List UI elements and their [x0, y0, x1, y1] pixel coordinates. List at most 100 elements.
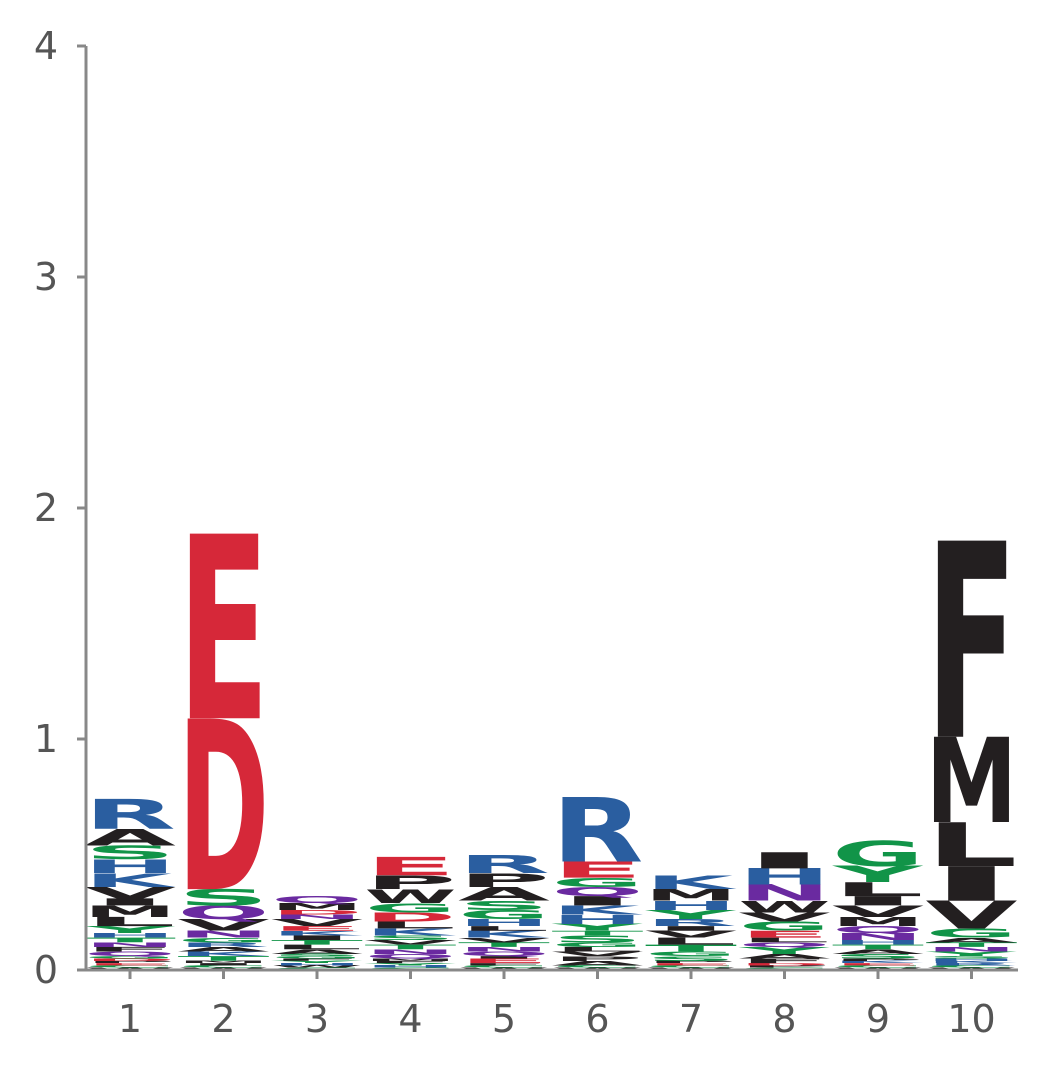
logo-letter-pos10-K: K: [926, 960, 1018, 964]
logo-letter-pos5-H: H: [458, 917, 550, 928]
x-tick-label-1: 1: [118, 997, 142, 1041]
logo-letter-pos7-C: C: [645, 965, 737, 969]
logo-letter-pos3-A: A: [271, 948, 363, 955]
logo-letter-pos5-R: R: [458, 850, 550, 879]
logo-letter-pos7-E: E: [645, 962, 737, 966]
logo-letter-pos4-Y: Y: [364, 962, 456, 966]
logo-letter-pos5-L: L: [458, 925, 550, 932]
logo-letter-pos7-S: S: [645, 955, 737, 962]
logo-letter-pos10-Y: Y: [925, 950, 1017, 957]
logo-letter-pos8-I: I: [739, 848, 831, 874]
logo-letter-pos9-I: I: [832, 894, 924, 909]
logo-letter-pos5-G: G: [458, 907, 550, 922]
logo-letter-pos3-E: E: [271, 925, 363, 932]
logo-letter-pos3-D: D: [271, 909, 363, 916]
logo-letter-pos2-A: A: [178, 946, 270, 953]
x-tick-label-7: 7: [679, 997, 703, 1041]
x-tick-label-2: 2: [211, 997, 235, 1041]
logo-letter-pos3-N: N: [271, 913, 363, 920]
logo-letter-pos1-L: L: [84, 914, 176, 929]
logo-letter-pos8-N: N: [739, 880, 831, 906]
logo-letter-pos6-A: A: [552, 960, 644, 967]
logo-letters: WCEPDGQFNTHYLMIVKHSARWCIMTKARGNVQSDECWHY…: [84, 483, 1018, 970]
logo-letter-pos9-A: A: [832, 948, 924, 955]
logo-letter-pos2-G: G: [178, 936, 270, 943]
logo-letter-pos8-G: G: [739, 919, 831, 934]
logo-letter-pos6-E: E: [552, 857, 644, 883]
logo-letter-pos1-H: H: [84, 855, 176, 877]
logo-letter-pos1-E: E: [84, 962, 176, 966]
logo-letter-pos3-Q: Q: [271, 894, 363, 905]
logo-letter-pos6-I: I: [552, 894, 644, 909]
logo-letter-pos7-M: M: [645, 886, 737, 905]
y-tick-label-1: 1: [34, 717, 58, 761]
logo-letter-pos1-N: N: [84, 941, 176, 948]
logo-letter-pos8-D: D: [739, 962, 831, 966]
logo-letter-pos8-Y: Y: [738, 945, 830, 956]
logo-letter-pos3-L: L: [271, 943, 363, 950]
logo-letter-pos8-P: P: [739, 965, 831, 969]
logo-letter-pos1-Q: Q: [84, 950, 176, 957]
logo-letter-pos7-T: T: [645, 943, 737, 954]
axes: 0 1 2 3 4 1 2 3 4 5 6 7 8 9 10: [34, 24, 1018, 1041]
logo-letter-pos1-V: V: [84, 884, 177, 902]
logo-letter-pos9-E: E: [832, 962, 924, 966]
logo-letter-pos7-P: P: [645, 960, 737, 964]
logo-letter-pos6-G: G: [552, 941, 644, 948]
logo-letter-pos8-F: F: [739, 957, 831, 964]
logo-letter-pos9-M: M: [832, 914, 924, 929]
logo-letter-pos9-G: G: [832, 834, 924, 875]
logo-letter-pos3-W: W: [271, 965, 363, 969]
logo-letter-pos9-N: N: [832, 931, 924, 942]
logo-letter-pos2-N: N: [178, 929, 270, 940]
logo-letter-pos9-P: P: [832, 958, 924, 962]
logo-letter-pos1-F: F: [84, 946, 176, 953]
logo-letter-pos10-C: C: [926, 965, 1018, 969]
logo-letter-pos8-L: L: [739, 936, 831, 943]
logo-letter-pos10-I: I: [926, 857, 1018, 912]
logo-letter-pos4-P: P: [365, 872, 457, 894]
logo-letter-pos10-H: H: [926, 958, 1018, 962]
logo-letter-pos4-N: N: [365, 948, 457, 955]
logo-letter-pos2-I: I: [178, 962, 270, 966]
logo-letter-pos5-S: S: [458, 898, 550, 913]
logo-letter-pos3-S: S: [271, 953, 363, 957]
logo-letter-pos8-W: W: [739, 898, 831, 916]
logo-letter-pos2-D: D: [178, 673, 270, 945]
logo-letter-pos4-Q: Q: [365, 953, 457, 960]
logo-letter-pos10-G: G: [926, 926, 1018, 941]
x-tick-label-8: 8: [772, 997, 796, 1041]
logo-letter-pos2-C: C: [178, 965, 270, 969]
y-tick-label-3: 3: [34, 255, 58, 299]
logo-letter-pos1-G: G: [84, 955, 176, 959]
logo-letter-pos8-E: E: [739, 929, 831, 940]
logo-letter-pos9-S: S: [832, 953, 924, 960]
logo-letter-pos5-T: T: [458, 941, 550, 948]
logo-letter-pos2-R: R: [178, 941, 270, 948]
logo-letter-pos6-Q: Q: [552, 884, 644, 899]
logo-letter-pos8-H: H: [739, 864, 831, 890]
logo-letter-pos3-G: G: [271, 955, 363, 959]
logo-letter-pos6-R: R: [552, 779, 644, 883]
logo-letter-pos4-V: V: [365, 939, 457, 946]
logo-letter-pos7-G: G: [645, 950, 737, 957]
logo-letter-pos1-Y: Y: [84, 924, 176, 935]
logo-letter-pos1-P: P: [84, 960, 176, 964]
x-tick-label-4: 4: [398, 997, 422, 1041]
logo-letter-pos4-E: E: [365, 852, 457, 882]
logo-letter-pos10-F: F: [926, 489, 1018, 801]
logo-letter-pos9-V: V: [832, 902, 925, 920]
logo-letter-pos7-H: H: [645, 898, 737, 913]
logo-letter-pos4-T: T: [365, 943, 457, 950]
logo-letter-pos5-P: P: [458, 869, 550, 891]
logo-letter-pos5-C: C: [458, 965, 550, 969]
logo-letter-pos2-Q: Q: [178, 902, 270, 924]
logo-letter-pos10-T: T: [926, 941, 1018, 948]
logo-letter-pos4-D: D: [365, 910, 457, 925]
logo-letter-pos1-C: C: [84, 965, 176, 969]
logo-letter-pos6-Y: Y: [551, 922, 643, 933]
logo-letter-pos5-F: F: [458, 962, 550, 966]
logo-letter-pos4-W: W: [365, 886, 457, 908]
logo-letter-pos9-H: H: [832, 939, 924, 946]
